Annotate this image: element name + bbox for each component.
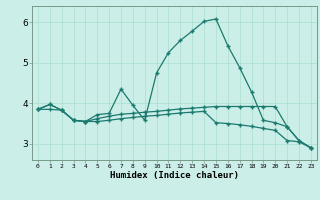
X-axis label: Humidex (Indice chaleur): Humidex (Indice chaleur)	[110, 171, 239, 180]
